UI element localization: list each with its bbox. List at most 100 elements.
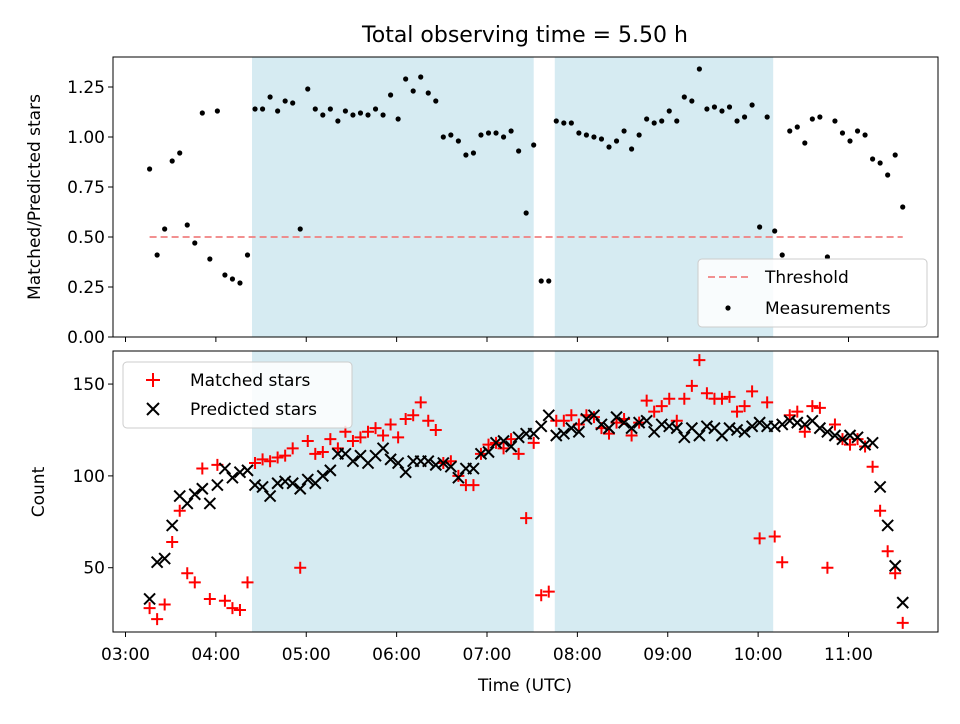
measurement-point (410, 88, 416, 94)
matched-star-marker (279, 449, 292, 462)
predicted-star-marker (165, 519, 179, 532)
measurement-point (147, 166, 153, 172)
matched-star-marker (384, 418, 397, 431)
measurement-point (440, 134, 446, 140)
predicted-star-marker (745, 420, 759, 433)
predicted-star-marker (535, 420, 548, 433)
matched-star-marker (233, 603, 246, 616)
measurement-point (267, 94, 273, 100)
matched-star-marker (693, 354, 706, 367)
x-tick-label: 06:00 (372, 645, 421, 665)
predicted-star-marker (617, 416, 631, 429)
predicted-star-marker (391, 456, 405, 470)
predicted-star-marker (632, 416, 646, 429)
predicted-star-marker (218, 462, 232, 475)
measurement-point (305, 86, 311, 92)
predicted-star-marker (324, 464, 337, 477)
x-tick-label: 08:00 (553, 645, 602, 665)
predicted-star-marker (188, 488, 201, 501)
measurement-point (741, 114, 748, 120)
measurement-point (644, 116, 650, 122)
measurement-point (636, 132, 642, 138)
bottom-axes-frame (112, 350, 939, 633)
measurement-point (719, 108, 725, 114)
matched-star-marker (565, 409, 578, 422)
measurement-point (892, 152, 898, 158)
legend-measurements-label: Measurements (765, 299, 891, 319)
matched-star-marker (241, 576, 254, 589)
matched-star-marker (196, 462, 209, 475)
matched-star-marker (188, 576, 201, 589)
measurement-point (184, 222, 190, 228)
measurement-point (297, 226, 303, 232)
top-panel: 0.00 0.25 0.50 0.75 1.00 1.25 Matched/Predict… (25, 56, 939, 348)
matched-star-marker (249, 457, 262, 470)
measurement-point (689, 98, 695, 104)
figure-title: Total observing time = 5.50 h (361, 23, 688, 48)
matched-star-marker (166, 536, 179, 549)
predicted-star-marker (843, 429, 857, 442)
predicted-star-marker (572, 425, 586, 439)
predicted-star-marker (580, 412, 593, 426)
matched-star-marker (422, 414, 435, 427)
legend-threshold-label: Threshold (764, 268, 849, 288)
measurement-point (870, 156, 876, 162)
predicted-star-marker (663, 420, 676, 433)
legend-measurements-swatch (725, 305, 731, 311)
predicted-star-marker (203, 497, 217, 510)
matched-star-marker (776, 556, 789, 569)
predicted-star-marker (595, 418, 608, 431)
shaded-interval (554, 351, 774, 632)
matched-star-marker (587, 411, 600, 424)
matched-star-marker (512, 447, 525, 460)
predicted-star-marker (467, 462, 480, 475)
measurement-point (794, 124, 800, 130)
x-tick-label: 05:00 (282, 645, 331, 665)
matched-star-marker (354, 431, 367, 444)
matched-star-marker (316, 446, 329, 459)
predicted-star-marker (346, 454, 360, 468)
predicted-star-marker (196, 482, 209, 495)
measurement-point (372, 106, 379, 112)
predicted-star-marker (565, 421, 578, 435)
predicted-star-marker (625, 421, 638, 435)
measurement-point (229, 276, 236, 282)
legend-matched-swatch (146, 373, 160, 387)
x-axis-label: Time (UTC) (477, 676, 572, 696)
predicted-star-marker (181, 497, 194, 510)
matched-star-marker (753, 532, 766, 545)
measurement-point (862, 132, 868, 138)
matched-star-marker (362, 425, 375, 438)
measurement-point (824, 254, 831, 260)
predicted-star-marker (776, 418, 789, 431)
matched-star-marker (700, 387, 713, 400)
measurement-point (169, 158, 175, 164)
measurement-point (726, 104, 733, 110)
measurement-point (531, 142, 537, 148)
measurement-point (885, 172, 891, 178)
predicted-star-marker (474, 447, 488, 461)
bottom-count-points (143, 354, 909, 629)
predicted-star-marker (602, 421, 616, 435)
measurement-point (365, 112, 371, 118)
predicted-star-marker (444, 460, 458, 473)
matched-star-marker (844, 438, 857, 451)
y-tick-label: 0.25 (67, 278, 105, 298)
predicted-star-marker (286, 477, 299, 490)
matched-star-marker (377, 429, 390, 442)
matched-star-marker (542, 585, 555, 598)
bottom-x-ticks: 03:00 04:00 05:00 06:00 07:00 08:00 09:00 10:00… (101, 632, 873, 665)
matched-star-marker (203, 592, 216, 605)
top-axes-frame (112, 56, 939, 338)
predicted-star-marker (143, 592, 156, 606)
matched-star-marker (505, 433, 518, 446)
matched-star-marker (429, 423, 442, 436)
bottom-y-ticks: 50 100 150 (73, 375, 113, 579)
matched-star-marker (685, 379, 698, 392)
measurement-point (561, 120, 567, 126)
measurement-point (350, 112, 356, 118)
measurement-point (666, 108, 672, 114)
predicted-star-marker (738, 425, 751, 439)
matched-star-marker (678, 392, 691, 405)
matched-star-marker (399, 412, 412, 425)
